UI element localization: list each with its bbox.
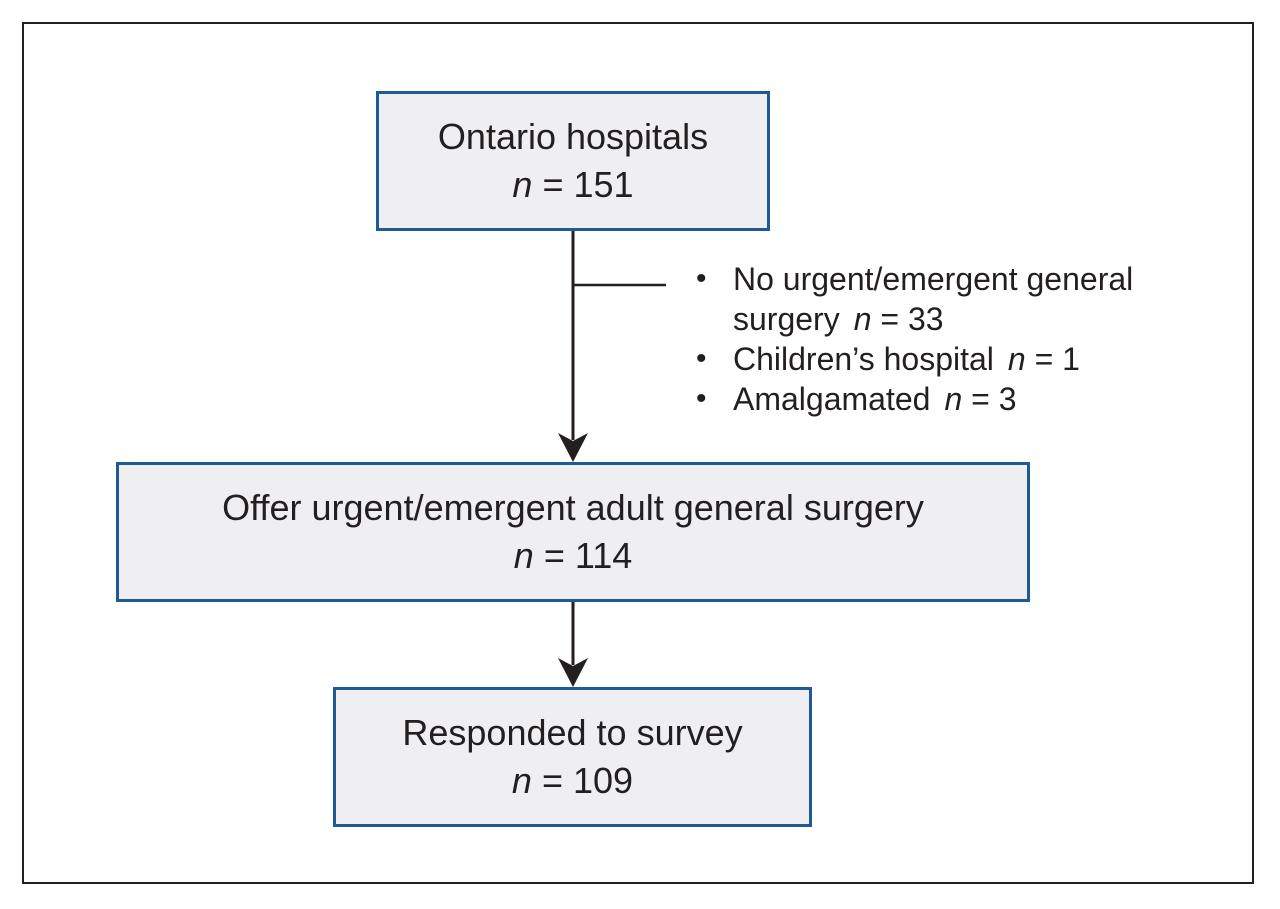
bullet-icon: •: [696, 342, 707, 375]
n-symbol: n: [511, 760, 532, 801]
offer-surgery-box: Offer urgent/emergent adult general surg…: [116, 462, 1030, 602]
responded-survey-count: n = 109: [512, 757, 633, 805]
n-symbol: n: [512, 164, 533, 205]
exclusion-count: = 33: [880, 301, 944, 337]
exclusion-text: No urgent/emergent general surgery: [733, 261, 1134, 337]
responded-survey-title: Responded to survey: [402, 712, 743, 753]
exclusion-count: = 3: [971, 381, 1017, 417]
exclusion-text: Amalgamated: [733, 381, 931, 417]
exclusion-text: Children’s hospital: [733, 341, 994, 377]
count-value: = 151: [542, 164, 634, 205]
offer-surgery-title: Offer urgent/emergent adult general surg…: [222, 487, 924, 528]
exclusion-list: • No urgent/emergent general surgery n = …: [694, 259, 1214, 419]
exclusion-item: • Amalgamated n = 3: [694, 379, 1214, 419]
n-symbol: n: [1007, 341, 1026, 377]
ontario-hospitals-title: Ontario hospitals: [437, 116, 709, 157]
count-value: = 109: [541, 760, 634, 801]
n-symbol: n: [513, 535, 534, 576]
ontario-hospitals-box: Ontario hospitals n = 151: [376, 91, 770, 231]
offer-surgery-count: n = 114: [514, 532, 632, 580]
bullet-icon: •: [696, 262, 707, 295]
exclusion-item: • Children’s hospital n = 1: [694, 339, 1214, 379]
n-symbol: n: [944, 381, 963, 417]
responded-survey-box: Responded to survey n = 109: [333, 687, 812, 827]
bullet-icon: •: [696, 382, 707, 415]
exclusion-count: = 1: [1034, 341, 1080, 377]
diagram-frame: [22, 22, 1254, 884]
n-symbol: n: [853, 301, 872, 337]
exclusion-item: • No urgent/emergent general surgery n = …: [694, 259, 1214, 339]
count-value: = 114: [543, 535, 633, 576]
ontario-hospitals-count: n = 151: [512, 161, 633, 209]
